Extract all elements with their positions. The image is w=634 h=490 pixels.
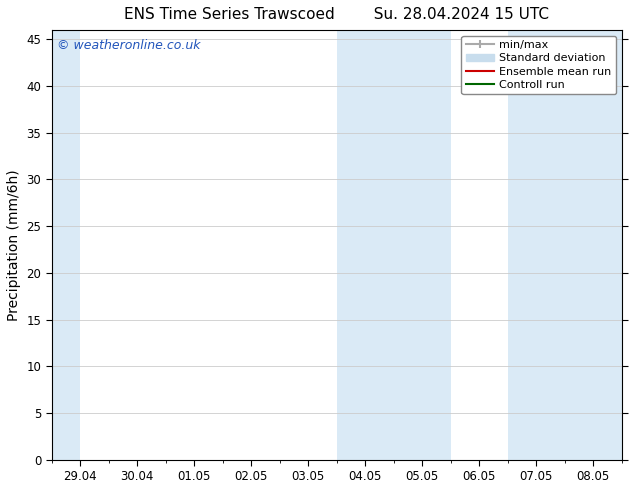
Bar xyxy=(52,30,81,460)
Y-axis label: Precipitation (mm/6h): Precipitation (mm/6h) xyxy=(7,169,21,320)
Title: ENS Time Series Trawscoed        Su. 28.04.2024 15 UTC: ENS Time Series Trawscoed Su. 28.04.2024… xyxy=(124,7,549,22)
Bar xyxy=(337,30,451,460)
Bar xyxy=(508,30,621,460)
Legend: min/max, Standard deviation, Ensemble mean run, Controll run: min/max, Standard deviation, Ensemble me… xyxy=(462,36,616,95)
Text: © weatheronline.co.uk: © weatheronline.co.uk xyxy=(58,39,201,51)
